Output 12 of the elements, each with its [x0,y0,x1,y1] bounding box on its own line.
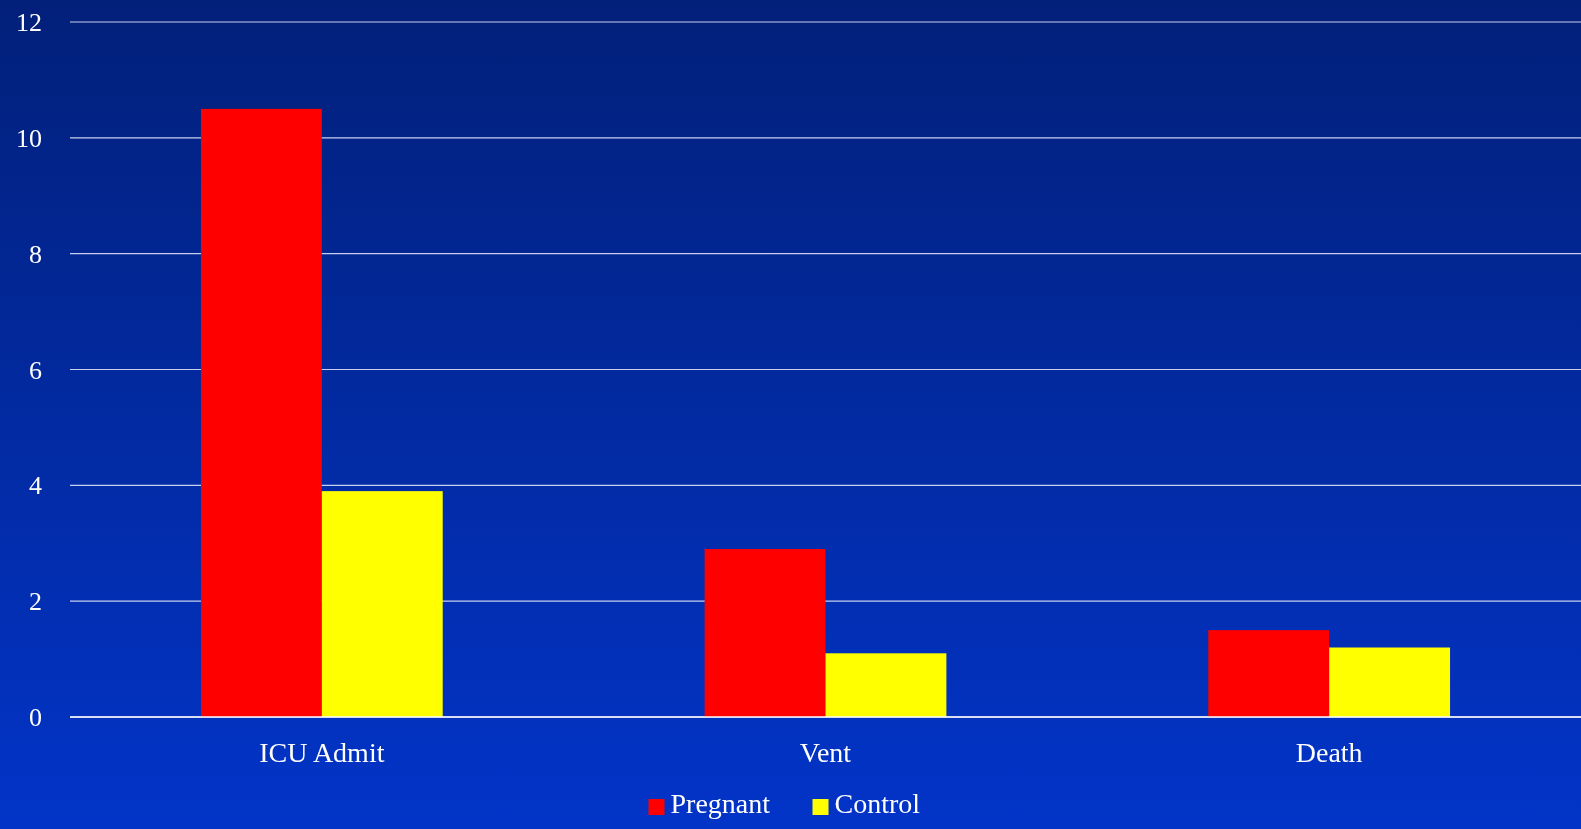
legend-label: Control [834,788,921,819]
y-tick-label: 10 [16,123,42,153]
y-tick-label: 6 [29,355,42,385]
y-tick-label: 0 [29,703,42,733]
y-tick-label: 2 [29,587,42,617]
x-tick-label: ICU Admit [259,737,385,768]
legend-label: Pregnant [670,788,771,819]
y-tick-label: 12 [16,8,42,38]
y-tick-label: 4 [29,471,42,501]
x-tick-label: Vent [799,737,852,768]
y-tick-label: 8 [29,239,42,269]
x-tick-label: Death [1295,737,1363,768]
